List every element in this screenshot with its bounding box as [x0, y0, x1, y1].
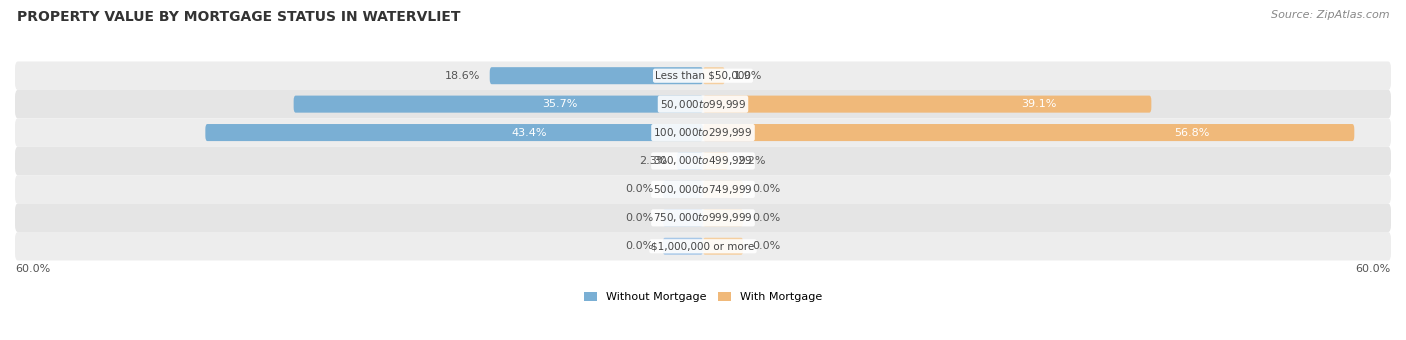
- Text: PROPERTY VALUE BY MORTGAGE STATUS IN WATERVLIET: PROPERTY VALUE BY MORTGAGE STATUS IN WAT…: [17, 10, 460, 24]
- FancyBboxPatch shape: [15, 90, 1391, 118]
- FancyBboxPatch shape: [15, 62, 1391, 90]
- FancyBboxPatch shape: [15, 232, 1391, 260]
- Text: 0.0%: 0.0%: [626, 241, 654, 251]
- Text: 2.2%: 2.2%: [737, 156, 766, 166]
- Text: 0.0%: 0.0%: [626, 213, 654, 223]
- FancyBboxPatch shape: [703, 124, 1354, 141]
- Text: $50,000 to $99,999: $50,000 to $99,999: [659, 98, 747, 111]
- FancyBboxPatch shape: [662, 238, 703, 255]
- FancyBboxPatch shape: [703, 181, 744, 198]
- Text: $100,000 to $299,999: $100,000 to $299,999: [654, 126, 752, 139]
- Text: 0.0%: 0.0%: [752, 241, 780, 251]
- FancyBboxPatch shape: [703, 96, 1152, 113]
- Text: Less than $50,000: Less than $50,000: [655, 71, 751, 81]
- FancyBboxPatch shape: [294, 96, 703, 113]
- Text: 0.0%: 0.0%: [626, 184, 654, 194]
- Legend: Without Mortgage, With Mortgage: Without Mortgage, With Mortgage: [579, 288, 827, 307]
- Text: 2.3%: 2.3%: [640, 156, 668, 166]
- Text: 60.0%: 60.0%: [15, 264, 51, 274]
- FancyBboxPatch shape: [15, 147, 1391, 175]
- Text: 35.7%: 35.7%: [543, 99, 578, 109]
- Text: 0.0%: 0.0%: [752, 213, 780, 223]
- Text: $1,000,000 or more: $1,000,000 or more: [651, 241, 755, 251]
- Text: 39.1%: 39.1%: [1022, 99, 1057, 109]
- FancyBboxPatch shape: [15, 118, 1391, 147]
- FancyBboxPatch shape: [703, 152, 728, 170]
- Text: 0.0%: 0.0%: [752, 184, 780, 194]
- Text: $300,000 to $499,999: $300,000 to $499,999: [654, 154, 752, 168]
- FancyBboxPatch shape: [662, 181, 703, 198]
- Text: 56.8%: 56.8%: [1174, 128, 1209, 138]
- FancyBboxPatch shape: [676, 152, 703, 170]
- FancyBboxPatch shape: [205, 124, 703, 141]
- Text: 18.6%: 18.6%: [446, 71, 481, 81]
- Text: 43.4%: 43.4%: [510, 128, 547, 138]
- FancyBboxPatch shape: [662, 209, 703, 226]
- Text: $500,000 to $749,999: $500,000 to $749,999: [654, 183, 752, 196]
- FancyBboxPatch shape: [15, 175, 1391, 204]
- Text: 60.0%: 60.0%: [1355, 264, 1391, 274]
- FancyBboxPatch shape: [703, 238, 744, 255]
- Text: Source: ZipAtlas.com: Source: ZipAtlas.com: [1271, 10, 1389, 20]
- Text: 1.9%: 1.9%: [734, 71, 762, 81]
- FancyBboxPatch shape: [703, 67, 724, 84]
- FancyBboxPatch shape: [15, 204, 1391, 232]
- FancyBboxPatch shape: [489, 67, 703, 84]
- FancyBboxPatch shape: [703, 209, 744, 226]
- Text: $750,000 to $999,999: $750,000 to $999,999: [654, 211, 752, 224]
